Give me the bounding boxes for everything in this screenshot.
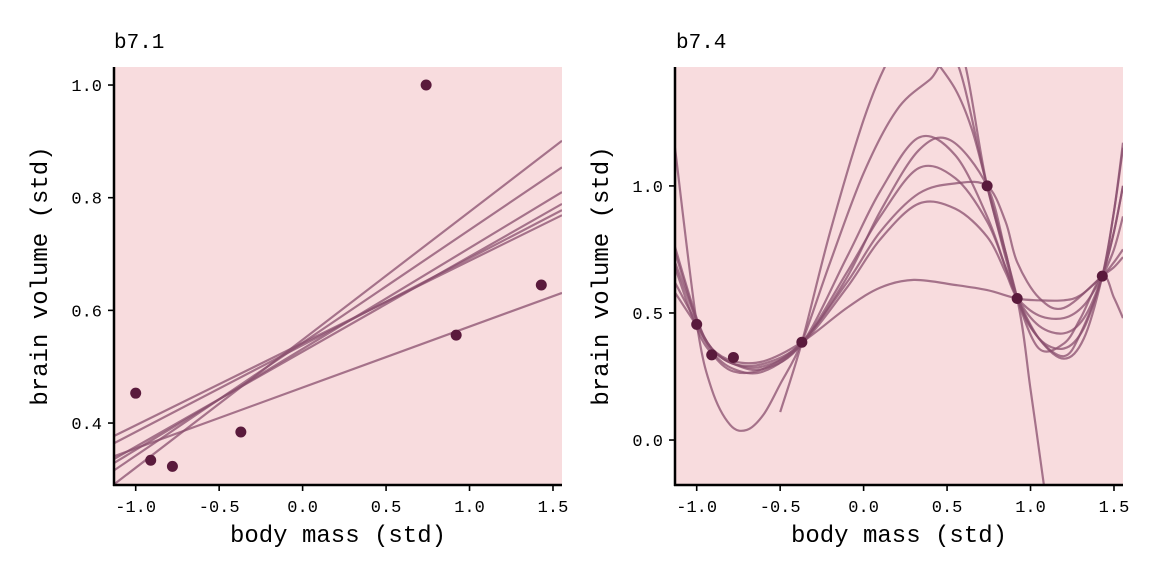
data-point [706, 349, 718, 361]
fit-curves [675, 67, 1123, 485]
fit-line-4 [114, 202, 562, 461]
y-tick-label: 0.5 [632, 306, 663, 325]
y-axis-label: brain volume (std) [28, 146, 55, 405]
data-point [420, 79, 432, 91]
data-points [130, 79, 547, 472]
fit-lines [114, 139, 562, 485]
panel-title: b7.1 [114, 32, 164, 55]
y-tick-label: 0.0 [632, 433, 663, 452]
data-point [727, 351, 739, 363]
axes: -1.0 -0.5 0.0 0.5 1.0 1.5 0.4 0.6 0.8 1.0 [71, 67, 568, 518]
y-tick-label: 0.8 [71, 191, 102, 210]
x-tick-label: 1.5 [1099, 499, 1130, 518]
data-point [796, 336, 808, 348]
x-tick-label: -1.0 [115, 499, 156, 518]
axes: -1.0 -0.5 0.0 0.5 1.0 1.5 0.0 0.5 1.0 [632, 67, 1129, 518]
x-tick-label: -0.5 [760, 499, 801, 518]
fit-line-7 [675, 67, 1123, 432]
x-tick-label: 1.5 [538, 499, 569, 518]
y-tick-label: 1.0 [632, 179, 663, 198]
data-point [535, 279, 547, 291]
x-tick-label: 1.0 [454, 499, 485, 518]
y-tick-label: 1.0 [71, 78, 102, 97]
x-tick-label: 1.0 [1015, 499, 1046, 518]
fit-line-6 [675, 180, 1123, 375]
data-point [450, 329, 462, 341]
fit-line-2 [114, 166, 562, 472]
fit-line-7 [114, 291, 562, 458]
x-axis-label: body mass (std) [791, 523, 1007, 550]
data-point [691, 318, 703, 330]
x-tick-label: 0.5 [932, 499, 963, 518]
data-point [981, 180, 993, 192]
data-point [235, 426, 247, 438]
data-point [166, 460, 178, 472]
data-point [130, 387, 142, 399]
x-tick-label: -1.0 [676, 499, 717, 518]
data-point [1096, 270, 1108, 282]
fit-line-8 [779, 67, 1045, 485]
data-points [691, 180, 1108, 363]
x-tick-label: 0.5 [371, 499, 402, 518]
fit-line-1 [114, 139, 562, 485]
x-tick-label: -0.5 [199, 499, 240, 518]
y-tick-label: 0.4 [71, 416, 102, 435]
y-axis-label: brain volume (std) [589, 146, 616, 405]
panel-b7-1: b7.1 -1.0 -0.5 0.0 0.5 1.0 1.5 0.4 0.6 0.8 1.0 bo… [28, 32, 568, 550]
fit-line-3 [675, 200, 1123, 368]
fit-line-6 [114, 214, 562, 437]
x-tick-label: 0.0 [848, 499, 879, 518]
data-point [1011, 292, 1023, 304]
y-tick-label: 0.6 [71, 303, 102, 322]
data-point [145, 454, 157, 466]
panel-title: b7.4 [676, 32, 726, 55]
plot-background [675, 67, 1123, 485]
panel-b7-4: b7.4 -1.0 -0.5 0.0 0.5 1.0 1.5 0.0 0.5 1.0 body … [589, 32, 1129, 550]
x-axis-label: body mass (std) [230, 523, 446, 550]
x-tick-label: 0.0 [287, 499, 318, 518]
